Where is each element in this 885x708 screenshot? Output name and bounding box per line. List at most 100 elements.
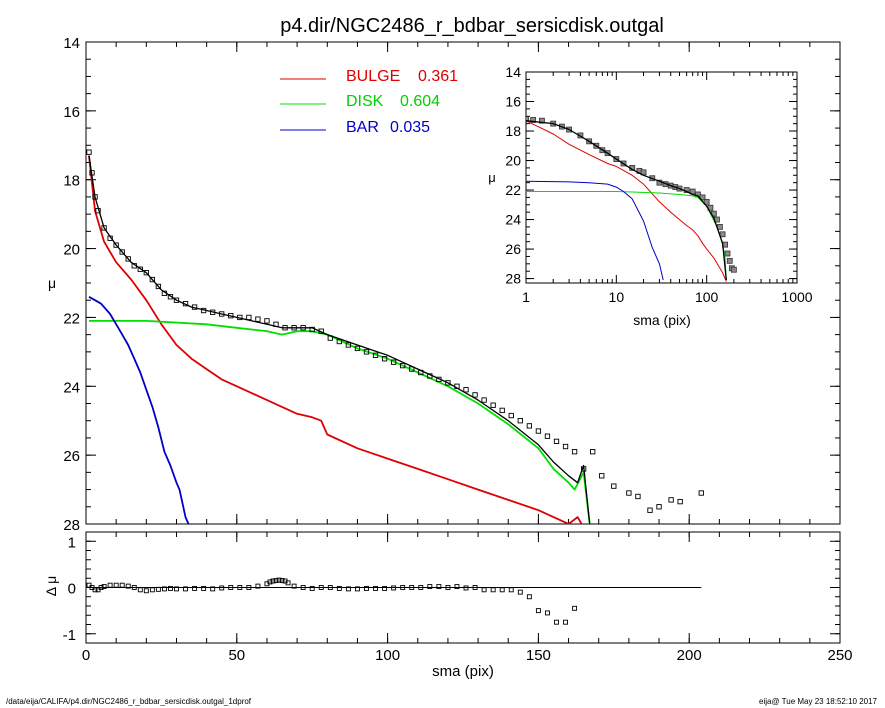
residual-point [544,610,550,616]
main-y-tick-label: 26 [63,448,80,465]
data-point-observed [89,170,95,176]
chart-title: p4.dir/NGC2486_r_bdbar_sersicdisk.outgal [280,15,664,37]
residual-y-tick-label: -1 [63,627,76,644]
inset-y-tick-label: 28 [505,271,521,287]
residual-point [246,585,252,590]
residual-point [285,580,291,586]
residual-point [535,608,541,614]
data-point-observed [553,438,560,445]
residual-point [101,584,107,590]
x-tick-label: 250 [827,647,852,664]
residual-point [161,586,167,592]
residual-point [92,587,98,593]
residual-point [125,583,131,589]
residual-point [174,586,179,592]
residual-point [508,587,514,593]
inset-x-tick-label: 100 [695,289,719,305]
inset-y-tick-label: 14 [505,64,521,80]
residual-point [354,586,360,592]
inset-series-line-bar [526,180,664,281]
data-point-observed [246,314,252,321]
residual-point [382,585,388,591]
data-point-observed [327,335,333,341]
residual-point [183,586,188,592]
data-point-observed [86,149,92,155]
data-point-observed [95,208,101,214]
inset-y-tick-label: 24 [505,212,521,228]
data-point-observed [445,380,451,386]
x-tick-label: 0 [82,647,90,664]
data-point-observed [92,194,98,200]
data-point-observed [300,325,306,331]
residual-point [210,586,216,592]
data-point-observed [535,428,542,434]
data-point-observed [526,423,533,429]
main-y-tick-label: 24 [63,379,80,396]
residual-series [86,577,702,625]
residual-point [336,585,342,591]
inset-data-point-observed [724,250,731,257]
inset-x-tick-label: 1000 [781,289,812,305]
residual-point [373,585,378,591]
legend-label-disk: DISK [346,93,384,110]
legend: BULGE 0.361 DISK 0.604 BAR 0.035 [280,68,458,136]
residual-point [137,587,143,593]
data-point-observed [508,412,514,419]
inset-data-point-observed [539,117,545,124]
data-point-observed [418,369,424,376]
main-y-axis-label: μ [48,275,56,291]
data-point-observed [544,433,551,439]
data-point-observed [611,483,617,489]
footer-user-timestamp: eija@ Tue May 23 18:52:10 2017 [759,697,878,706]
residual-point [554,619,559,625]
inset-y-axis-label: μ [488,170,496,185]
inset-y-tick-label: 20 [505,153,521,169]
data-point-observed [481,397,487,403]
inset-data-point-observed [530,117,537,123]
data-point-observed [107,235,113,241]
data-point-observed [436,376,442,383]
x-tick-label: 50 [228,647,245,664]
inset-data-point-observed [726,257,733,264]
residual-ticks: -1 0 1 0 50 100 150 200 250 [63,531,853,664]
residual-y-tick-label: 0 [68,581,76,598]
inset-y-tick-label: 18 [505,123,521,139]
data-point-observed [580,466,587,472]
residual-point [481,587,487,593]
inset-clipped [526,116,737,282]
residual-y-axis-label: Δ μ [43,576,59,597]
data-point-observed [143,270,149,276]
residual-point [472,585,478,590]
main-y-tick-label: 14 [63,35,80,52]
series-line-disk [89,319,591,524]
main-panel: 14 16 18 20 22 24 26 28 μ BULGE 0.361 DISK 0.60… [48,35,841,534]
residual-point [526,594,532,600]
data-point-observed [590,449,596,455]
inset-series [526,116,737,282]
data-point-observed [390,359,397,365]
data-point-observed [119,249,125,255]
data-point-observed [149,276,156,283]
legend-label-bulge: BULGE [346,68,400,85]
data-point-observed [237,314,243,321]
residual-point [463,585,469,591]
x-tick-label: 100 [375,647,400,664]
inset-data-point-observed [526,116,529,123]
residual-point [192,585,198,591]
residual-point [255,583,261,589]
data-point-observed [219,311,225,317]
data-point-observed [647,507,653,513]
residual-point [167,585,173,591]
residual-panel: -1 0 1 0 50 100 150 200 250 Δ μ sma (pix) [43,531,853,680]
data-point-observed [354,345,361,352]
residual-point [273,578,279,584]
footer-file-path: /data/eija/CALIFA/p4.dir/NGC2486_r_bdbar… [6,697,252,706]
data-point-observed [668,497,674,503]
data-point-observed [656,504,662,510]
residual-point [327,585,333,590]
data-point-observed [571,449,578,455]
residual-point [119,582,125,588]
main-y-tick-label: 20 [63,242,80,259]
data-point-observed [381,356,388,362]
residual-point [436,584,442,590]
